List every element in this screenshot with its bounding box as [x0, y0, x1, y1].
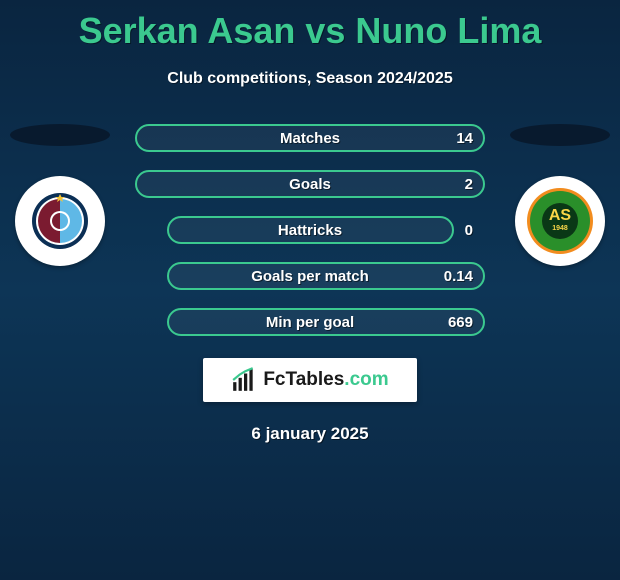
- stat-row: Matches14: [135, 124, 485, 154]
- right-player-column: AS 1948: [500, 124, 620, 266]
- alanyaspor-crest-icon: AS 1948: [525, 186, 595, 256]
- svg-text:1948: 1948: [552, 225, 568, 232]
- stat-pill: [167, 216, 454, 244]
- chart-icon: [231, 367, 257, 393]
- club-crest-right: AS 1948: [515, 176, 605, 266]
- page-title: Serkan Asan vs Nuno Lima: [0, 0, 620, 52]
- left-player-column: [0, 124, 120, 266]
- stat-row: Hattricks0: [135, 216, 485, 246]
- stat-pill: [167, 262, 486, 290]
- stat-pill: [135, 170, 485, 198]
- brand-text: FcTables.com: [263, 369, 388, 391]
- brand-logo: FcTables.com: [203, 358, 417, 402]
- date-text: 6 january 2025: [0, 424, 620, 444]
- stat-pill: [135, 124, 485, 152]
- svg-text:AS: AS: [549, 207, 572, 224]
- player-shadow-left: [10, 124, 110, 146]
- stat-row: Goals2: [135, 170, 485, 200]
- stat-row: Min per goal669: [135, 308, 485, 338]
- stat-rows: Matches14 Goals2 Hattricks0 Goals per match…: [135, 124, 485, 354]
- stat-value-right: 0: [465, 216, 473, 246]
- subtitle: Club competitions, Season 2024/2025: [0, 70, 620, 88]
- trabzonspor-crest-icon: [30, 191, 90, 251]
- stat-pill: [167, 308, 486, 336]
- club-crest-left: [15, 176, 105, 266]
- stat-row: Goals per match0.14: [135, 262, 485, 292]
- player-shadow-right: [510, 124, 610, 146]
- stats-area: AS 1948 Matches14 Goals2 Hattricks0 Goals p…: [0, 124, 620, 334]
